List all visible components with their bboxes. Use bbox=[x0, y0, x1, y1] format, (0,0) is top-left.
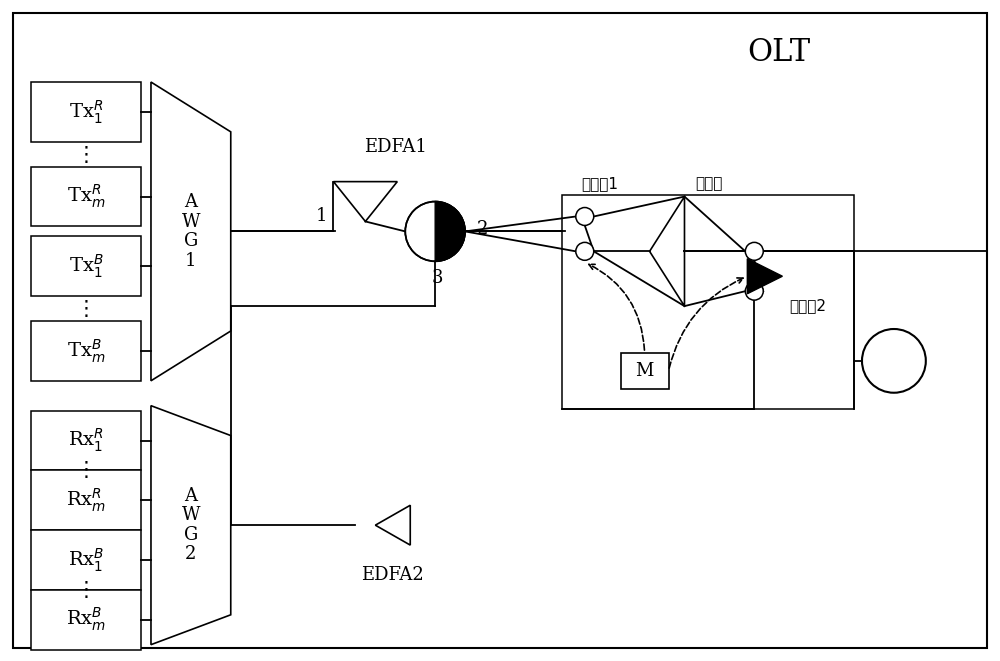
Polygon shape bbox=[333, 182, 397, 221]
Text: ⋮: ⋮ bbox=[76, 461, 97, 481]
Text: ⋮: ⋮ bbox=[76, 145, 97, 165]
FancyBboxPatch shape bbox=[621, 353, 669, 389]
Circle shape bbox=[576, 243, 594, 260]
Text: Tx$_m^R$: Tx$_m^R$ bbox=[67, 183, 105, 210]
Text: Rx$_1^R$: Rx$_1^R$ bbox=[68, 427, 104, 454]
Circle shape bbox=[862, 329, 926, 393]
FancyBboxPatch shape bbox=[31, 82, 141, 142]
Circle shape bbox=[745, 243, 763, 260]
Polygon shape bbox=[650, 196, 684, 306]
Text: Tx$_1^R$: Tx$_1^R$ bbox=[69, 98, 103, 126]
Text: 光开关2: 光开关2 bbox=[789, 299, 826, 313]
Circle shape bbox=[576, 208, 594, 225]
Text: A
W
G
2: A W G 2 bbox=[182, 487, 200, 563]
FancyBboxPatch shape bbox=[31, 530, 141, 590]
Text: M: M bbox=[635, 362, 654, 380]
Text: 光开关1: 光开关1 bbox=[581, 176, 618, 191]
Polygon shape bbox=[151, 82, 231, 381]
FancyBboxPatch shape bbox=[31, 590, 141, 650]
Text: 分光器: 分光器 bbox=[696, 176, 723, 191]
Polygon shape bbox=[375, 505, 410, 545]
FancyBboxPatch shape bbox=[31, 471, 141, 530]
FancyBboxPatch shape bbox=[31, 167, 141, 227]
Text: 1: 1 bbox=[316, 208, 327, 225]
Text: ⋮: ⋮ bbox=[76, 299, 97, 319]
FancyBboxPatch shape bbox=[31, 321, 141, 381]
Circle shape bbox=[745, 282, 763, 300]
Circle shape bbox=[405, 202, 465, 261]
Text: 3: 3 bbox=[431, 269, 443, 288]
Text: EDFA2: EDFA2 bbox=[361, 566, 424, 584]
Text: Rx$_m^R$: Rx$_m^R$ bbox=[66, 486, 106, 514]
FancyBboxPatch shape bbox=[13, 13, 987, 648]
Polygon shape bbox=[747, 258, 782, 293]
Text: 2: 2 bbox=[477, 220, 488, 239]
Text: A
W
G
1: A W G 1 bbox=[182, 193, 200, 270]
Text: Rx$_m^B$: Rx$_m^B$ bbox=[66, 606, 106, 633]
Text: OLT: OLT bbox=[748, 36, 811, 67]
Polygon shape bbox=[435, 202, 465, 261]
Text: Tx$_m^B$: Tx$_m^B$ bbox=[67, 337, 105, 365]
FancyBboxPatch shape bbox=[31, 237, 141, 296]
FancyBboxPatch shape bbox=[31, 410, 141, 471]
Text: Tx$_1^B$: Tx$_1^B$ bbox=[69, 253, 104, 280]
Text: ⋮: ⋮ bbox=[76, 580, 97, 600]
Polygon shape bbox=[151, 406, 231, 644]
Text: Rx$_1^B$: Rx$_1^B$ bbox=[68, 547, 104, 574]
Text: EDFA1: EDFA1 bbox=[364, 137, 427, 156]
